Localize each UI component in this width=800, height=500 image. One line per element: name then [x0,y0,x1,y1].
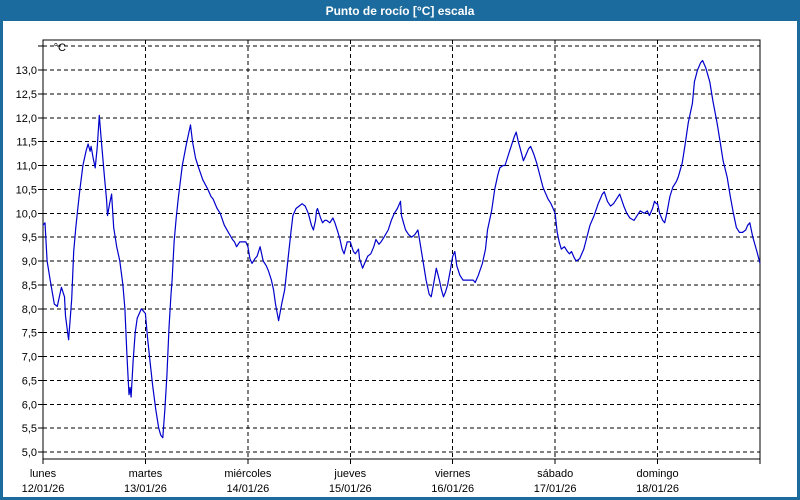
y-tick-label: 6,5 [22,375,37,387]
y-tick-label: 12,5 [16,89,37,101]
y-tick-label: 8,0 [22,304,37,316]
y-tick-label: 9,5 [22,232,37,244]
x-day-date-label: 12/01/26 [22,483,65,495]
y-tick-label: 7,5 [22,328,37,340]
x-day-date-label: 16/01/26 [431,483,474,495]
y-tick-label: 5,0 [22,447,37,459]
x-day-date-label: 15/01/26 [329,483,372,495]
window-titlebar[interactable]: Punto de rocío [°C] escala [0,0,800,21]
y-tick-label: 11,0 [16,161,37,173]
x-day-date-label: 18/01/26 [636,483,679,495]
y-tick-label: 6,0 [22,399,37,411]
dew-point-chart: 13,0 12,5 12,0 11,5 11,0 10,5 10,0 9,5 9,0 8,5 8,0… [16,39,761,495]
plot-border [42,39,761,460]
chart-content: 13,0 12,5 12,0 11,5 11,0 10,5 10,0 9,5 9,0 8,5 8,0… [3,21,797,497]
x-day-name-label: miércoles [224,468,272,480]
x-day-name-label: viernes [435,468,471,480]
y-tick-label: 5,5 [22,423,37,435]
y-axis-unit-label: °C [54,42,66,54]
window-title: Punto de rocío [°C] escala [325,3,475,18]
x-day-name-label: sábado [537,468,573,480]
y-tick-label: 10,5 [16,184,37,196]
y-tick-label: 7,0 [22,352,37,364]
x-day-date-label: 13/01/26 [124,483,167,495]
x-day-date-label: 17/01/26 [534,483,577,495]
y-tick-label: 11,5 [16,137,37,149]
y-tick-label: 10,0 [16,208,37,220]
y-tick-label: 13,0 [16,65,37,77]
y-tick-label: 8,5 [22,280,37,292]
x-day-date-label: 14/01/26 [226,483,269,495]
y-tick-label: 9,0 [22,256,37,268]
y-tick-label: 12,0 [16,113,37,125]
x-day-name-label: lunes [30,468,57,480]
x-day-name-label: jueves [333,468,366,480]
dew-point-series-line [42,59,761,439]
x-day-name-label: domingo [636,468,678,480]
x-day-name-label: martes [129,468,163,480]
